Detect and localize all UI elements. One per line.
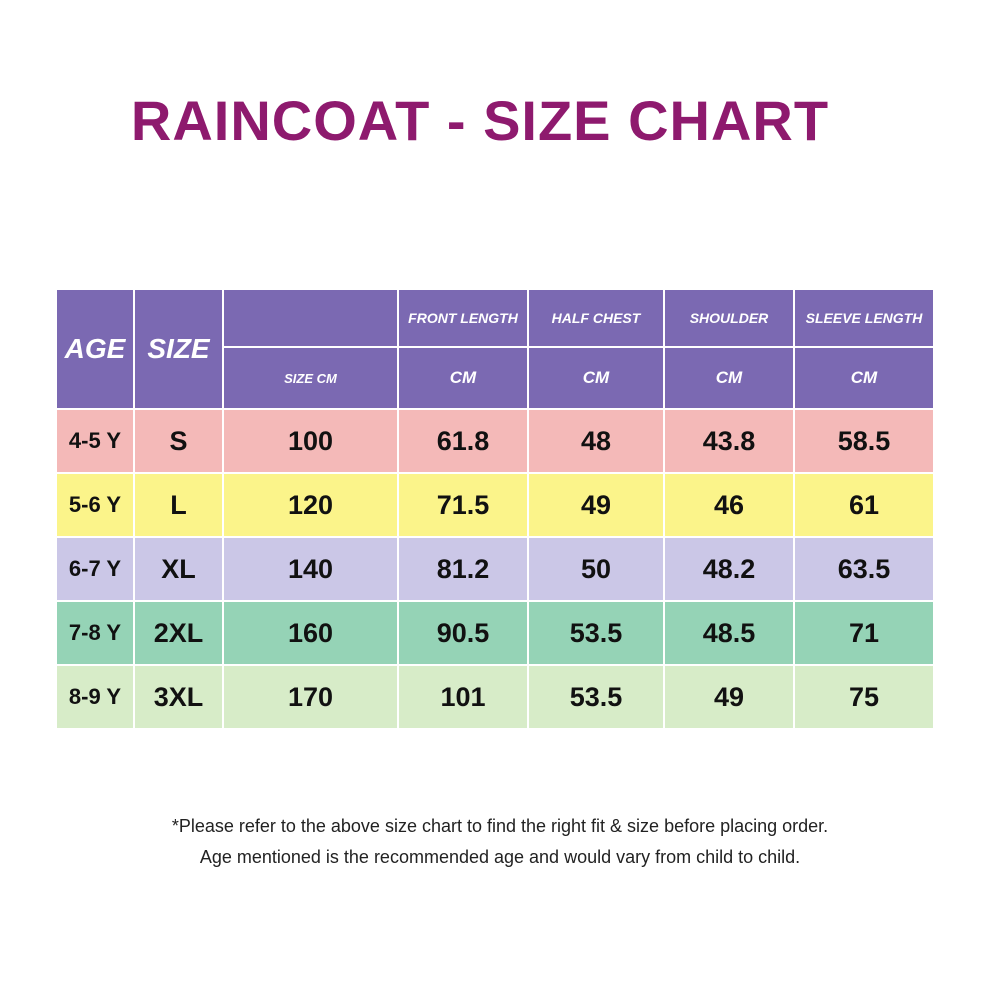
table-cell: L (135, 474, 222, 536)
table-cell: 53.5 (529, 602, 663, 664)
table-cell: 61.8 (399, 410, 527, 472)
header-cell: CM (399, 348, 527, 408)
table-cell: 71 (795, 602, 933, 664)
footnote: Age mentioned is the recommended age and… (199, 847, 801, 867)
table-cell: 90.5 (399, 602, 527, 664)
table-cell: 49 (665, 666, 793, 728)
table-cell: 7-8 Y (57, 602, 133, 664)
footnote: *Please refer to the above size chart to… (171, 816, 829, 836)
table-cell: 3XL (135, 666, 222, 728)
table-cell: 63.5 (795, 538, 933, 600)
header-cell: HALF CHEST (529, 290, 663, 346)
header-cell: SIZE (135, 290, 222, 408)
table-cell: 8-9 Y (57, 666, 133, 728)
table-cell: 61 (795, 474, 933, 536)
table-cell: 4-5 Y (57, 410, 133, 472)
table-cell: 75 (795, 666, 933, 728)
table-cell: 160 (224, 602, 397, 664)
table-cell: 48 (529, 410, 663, 472)
header-cell: CM (665, 348, 793, 408)
table-cell: 46 (665, 474, 793, 536)
header-cell: AGE (57, 290, 133, 408)
table-cell: 50 (529, 538, 663, 600)
table-cell: 140 (224, 538, 397, 600)
header-cell: SHOULDER (665, 290, 793, 346)
header-cell: CM (795, 348, 933, 408)
header-cell: CM (529, 348, 663, 408)
title: RAINCOAT - SIZE CHART (130, 89, 830, 152)
table-cell: 48.2 (665, 538, 793, 600)
table-cell: XL (135, 538, 222, 600)
table-cell: 53.5 (529, 666, 663, 728)
header-cell (224, 290, 397, 346)
table-cell: S (135, 410, 222, 472)
table-cell: 71.5 (399, 474, 527, 536)
table-cell: 120 (224, 474, 397, 536)
table-cell: 48.5 (665, 602, 793, 664)
header-cell: FRONT LENGTH (399, 290, 527, 346)
table-cell: 43.8 (665, 410, 793, 472)
table-cell: 58.5 (795, 410, 933, 472)
table-cell: 49 (529, 474, 663, 536)
header-cell: SIZE CM (224, 348, 397, 408)
table-cell: 101 (399, 666, 527, 728)
table-cell: 6-7 Y (57, 538, 133, 600)
table-cell: 170 (224, 666, 397, 728)
table-cell: 5-6 Y (57, 474, 133, 536)
table-cell: 2XL (135, 602, 222, 664)
header-cell: SLEEVE LENGTH (795, 290, 933, 346)
table-cell: 81.2 (399, 538, 527, 600)
table-cell: 100 (224, 410, 397, 472)
